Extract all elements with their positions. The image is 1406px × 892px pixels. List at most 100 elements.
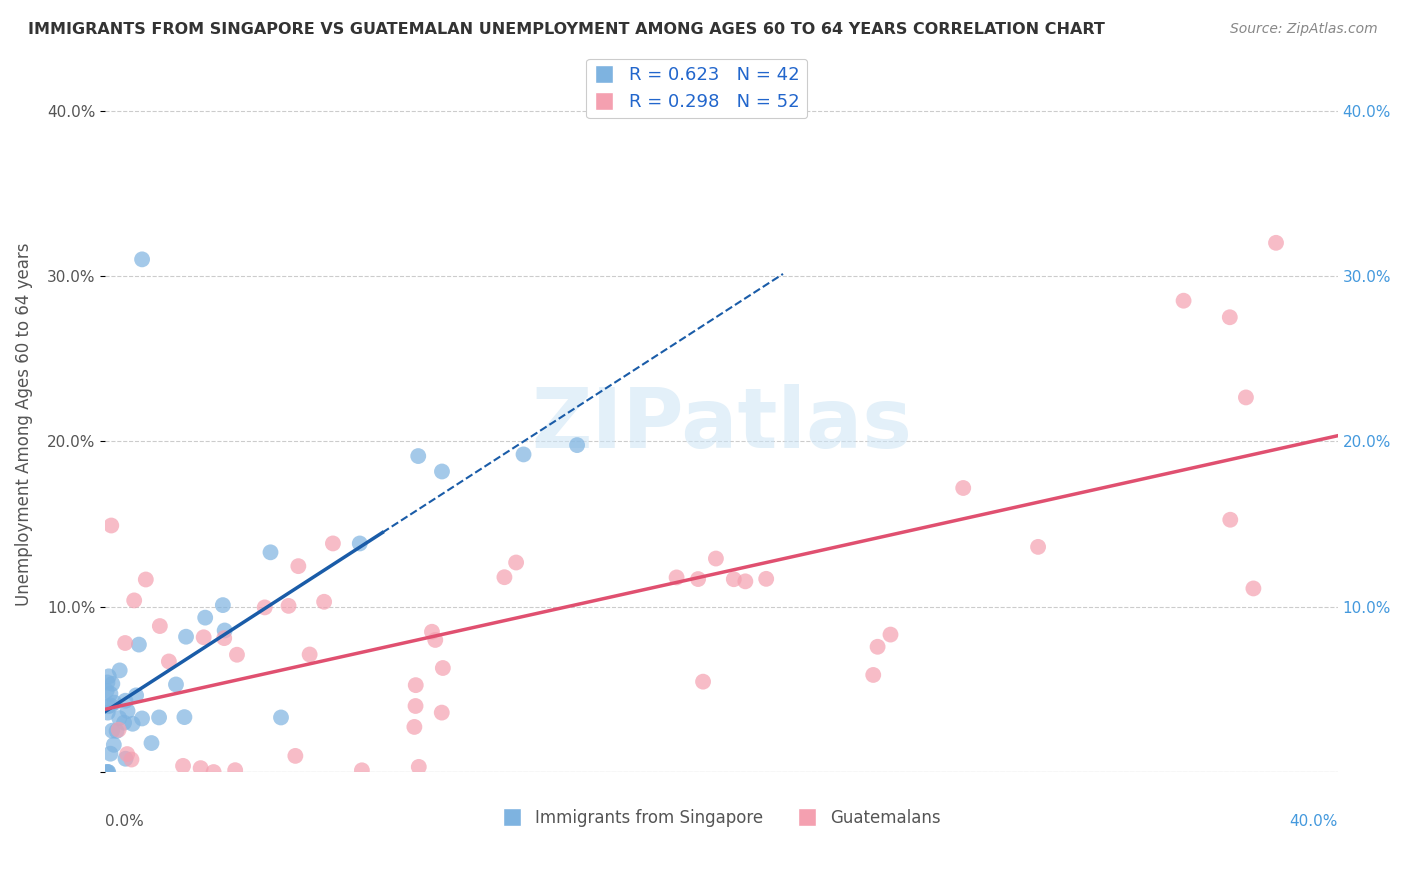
Point (114, 694, 136, 708)
Point (420, 624, 443, 639)
Point (97, 669, 120, 683)
Point (404, 720, 426, 734)
Point (100, 747, 122, 761)
Point (212, 598, 235, 612)
Point (96, 684, 118, 698)
Point (193, 630, 215, 644)
Point (226, 648, 249, 662)
Point (103, 738, 125, 752)
Point (115, 747, 138, 761)
Point (101, 723, 124, 738)
Point (97, 765, 120, 780)
Point (121, 753, 143, 767)
Point (430, 706, 453, 720)
Text: ZIPatlas: ZIPatlas (531, 384, 912, 466)
Point (148, 710, 170, 724)
Text: Source: ZipAtlas.com: Source: ZipAtlas.com (1230, 22, 1378, 37)
Point (121, 716, 143, 731)
Point (100, 518, 122, 533)
Point (512, 447, 534, 461)
Point (100, 687, 122, 701)
Point (96, 765, 118, 780)
Point (173, 710, 195, 724)
Point (122, 593, 145, 607)
Point (505, 556, 527, 570)
Point (101, 677, 124, 691)
Point (114, 636, 136, 650)
Point (253, 600, 276, 615)
Point (405, 678, 427, 692)
Point (108, 664, 131, 678)
Point (314, 595, 336, 609)
Point (408, 760, 430, 774)
Point (734, 574, 756, 589)
Legend: Immigrants from Singapore, Guatemalans: Immigrants from Singapore, Guatemalans (495, 802, 948, 833)
Point (879, 627, 901, 641)
Point (755, 572, 778, 586)
Point (97, 765, 120, 780)
Point (135, 573, 157, 587)
Point (172, 759, 194, 773)
Point (214, 624, 236, 638)
Point (114, 752, 136, 766)
Point (259, 545, 281, 559)
Text: IMMIGRANTS FROM SINGAPORE VS GUATEMALAN UNEMPLOYMENT AMONG AGES 60 TO 64 YEARS C: IMMIGRANTS FROM SINGAPORE VS GUATEMALAN … (28, 22, 1105, 37)
Text: 0.0%: 0.0% (105, 814, 143, 829)
Point (432, 661, 454, 675)
Point (1026, 540, 1049, 554)
Point (141, 736, 163, 750)
Point (430, 465, 453, 479)
Point (103, 696, 125, 710)
Point (212, 631, 235, 645)
Point (1219, 513, 1241, 527)
Point (494, 570, 516, 584)
Point (723, 572, 745, 586)
Point (952, 481, 974, 495)
Point (202, 765, 225, 780)
Point (97, 699, 120, 714)
Point (224, 763, 246, 777)
Point (117, 704, 139, 718)
Point (665, 570, 688, 584)
Point (349, 536, 371, 550)
Point (131, 711, 153, 725)
Point (277, 599, 299, 613)
Text: 40.0%: 40.0% (1289, 814, 1337, 829)
Point (405, 698, 427, 713)
Point (688, 572, 710, 586)
Point (108, 711, 131, 725)
Point (270, 710, 292, 724)
Point (1241, 582, 1264, 596)
Point (287, 559, 309, 574)
Point (692, 674, 714, 689)
Point (406, 449, 429, 463)
Point (125, 689, 148, 703)
Point (1234, 391, 1257, 405)
Point (131, 252, 153, 267)
Point (704, 551, 727, 566)
Point (97, 706, 120, 720)
Point (284, 748, 307, 763)
Point (194, 610, 217, 624)
Point (1173, 293, 1195, 308)
Point (112, 715, 135, 730)
Point (107, 723, 129, 737)
Point (190, 761, 212, 775)
Point (174, 630, 197, 644)
Point (322, 536, 344, 550)
Y-axis label: Unemployment Among Ages 60 to 64 years: Unemployment Among Ages 60 to 64 years (15, 243, 32, 607)
Point (866, 640, 889, 654)
Point (105, 723, 128, 738)
Point (1219, 310, 1241, 325)
Point (425, 632, 447, 647)
Point (157, 655, 180, 669)
Point (862, 668, 884, 682)
Point (350, 764, 373, 778)
Point (165, 677, 187, 691)
Point (96, 675, 118, 690)
Point (298, 648, 321, 662)
Point (1265, 235, 1288, 250)
Point (149, 619, 172, 633)
Point (128, 638, 150, 652)
Point (565, 438, 588, 452)
